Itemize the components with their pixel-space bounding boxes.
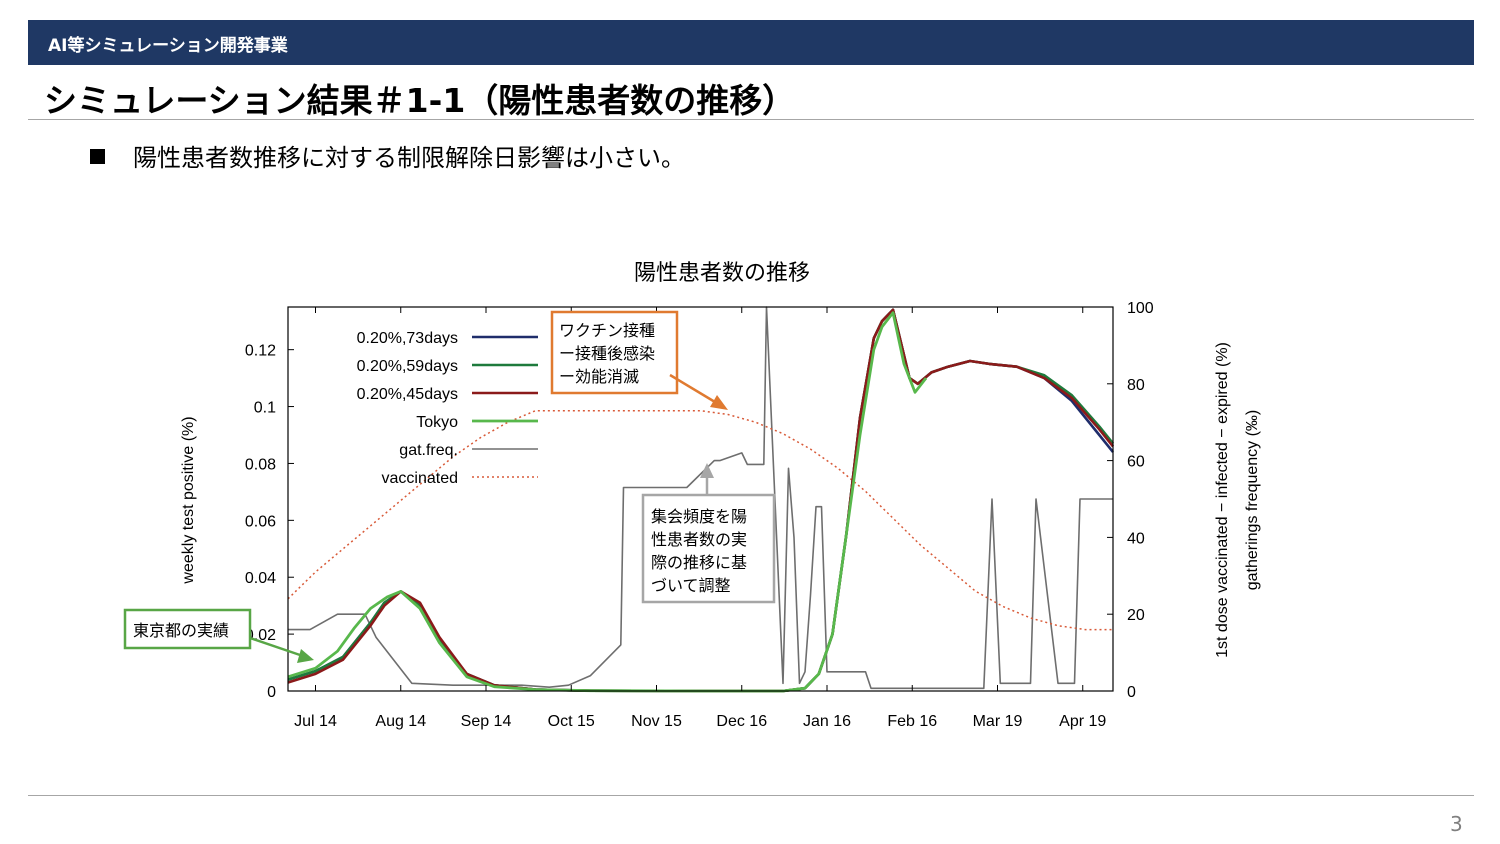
vaccine-arrow <box>669 373 716 404</box>
y-tick-label: 0.06 <box>245 513 276 530</box>
series-line-5 <box>287 409 1113 631</box>
y2-tick-label: 20 <box>1127 607 1145 624</box>
y2-tick-label: 0 <box>1127 684 1136 701</box>
section-label: AI等シミュレーション開発事業 <box>48 36 288 56</box>
vaccine-annotation-line1: ワクチン接種 <box>559 322 655 340</box>
y-tick-label: 0.04 <box>245 570 276 587</box>
bullet-text: 陽性患者数推移に対する制限解除日影響は小さい。 <box>133 144 685 172</box>
tokyo-arrow <box>249 636 301 657</box>
footer-divider <box>28 795 1474 796</box>
legend-label: gat.freq. <box>399 442 458 459</box>
gathering-annotation-line4: づいて調整 <box>651 577 731 595</box>
vaccine-arrow-head <box>710 395 728 410</box>
gathering-annotation-line1: 集会頻度を陽 <box>651 508 747 526</box>
page-number: 3 <box>1450 812 1463 836</box>
tokyo-annotation-box <box>123 608 252 650</box>
y2-tick-label: 80 <box>1127 377 1145 394</box>
gathering-annotation-line2: 性患者数の実 <box>651 531 747 549</box>
x-tick-label: Jan 16 <box>803 713 851 730</box>
y2-axis-label-line2: gatherings frequency (‰) <box>1244 410 1261 591</box>
slide-title: シミュレーション結果＃1-1（陽性患者数の推移） <box>44 81 796 120</box>
vaccine-annotation-line2: ー接種後感染 <box>559 345 655 363</box>
legend-label: 0.20%,59days <box>357 358 458 375</box>
x-tick-label: Mar 19 <box>973 713 1023 730</box>
x-tick-label: Nov 15 <box>631 713 682 730</box>
y2-tick-label: 40 <box>1127 530 1145 547</box>
y2-axis-label-line1: 1st dose vaccinated − infected − expired… <box>1214 342 1231 658</box>
plot-frame <box>287 306 1114 692</box>
x-tick-label: Oct 15 <box>548 713 595 730</box>
legend-label: 0.20%,73days <box>357 330 458 347</box>
tokyo-annotation-label: 東京都の実績 <box>133 622 229 640</box>
y-tick-label: 0 <box>267 684 276 701</box>
bullet-square-icon <box>90 149 105 164</box>
gathering-arrow-head <box>700 463 714 478</box>
tokyo-arrow-head <box>297 649 314 663</box>
x-tick-label: Dec 16 <box>716 713 767 730</box>
x-tick-label: Aug 14 <box>375 713 426 730</box>
legend: 0.20%,73days 0.20%,59days 0.20%,45days Toky… <box>357 330 538 487</box>
x-tick-label: Apr 19 <box>1059 713 1106 730</box>
y2-tick-label: 60 <box>1127 454 1145 471</box>
bullet-point: 陽性患者数推移に対する制限解除日影響は小さい。 <box>90 138 685 173</box>
gathering-annotation-line3: 際の推移に基 <box>651 554 747 572</box>
vaccine-annotation-line3: ー効能消滅 <box>559 368 639 386</box>
legend-label: 0.20%,45days <box>357 386 458 403</box>
legend-label: vaccinated <box>382 470 459 487</box>
legend-label: Tokyo <box>416 414 458 431</box>
x-tick-label: Sep 14 <box>461 713 512 730</box>
chart-title: 陽性患者数の推移 <box>634 260 810 285</box>
x-tick-label: Feb 16 <box>887 713 937 730</box>
header-bar: AI等シミュレーション開発事業 <box>28 20 1474 65</box>
y-tick-label: 0.12 <box>245 343 276 360</box>
tokyo-annotation: 東京都の実績 <box>123 608 314 663</box>
gathering-annotation-box <box>641 493 776 604</box>
y2-tick-label: 100 <box>1127 300 1154 317</box>
axis-layer: Jul 14 Aug 14 Sep 14 Oct 15 Nov 15 Dec 16 Jan … <box>245 300 1154 730</box>
y-tick-label: 0.1 <box>254 400 276 417</box>
y-axis-label: weekly test positive (%) <box>180 416 197 584</box>
title-divider <box>28 119 1474 120</box>
vaccine-annotation-box <box>550 310 679 395</box>
x-tick-label: Jul 14 <box>294 713 337 730</box>
gathering-annotation: 集会頻度を陽 性患者数の実 際の推移に基 づいて調整 <box>641 463 776 604</box>
series-line-4 <box>288 306 1113 690</box>
y-tick-label: 0.08 <box>245 456 276 473</box>
vaccine-annotation: ワクチン接種 ー接種後感染 ー効能消滅 <box>550 310 728 410</box>
